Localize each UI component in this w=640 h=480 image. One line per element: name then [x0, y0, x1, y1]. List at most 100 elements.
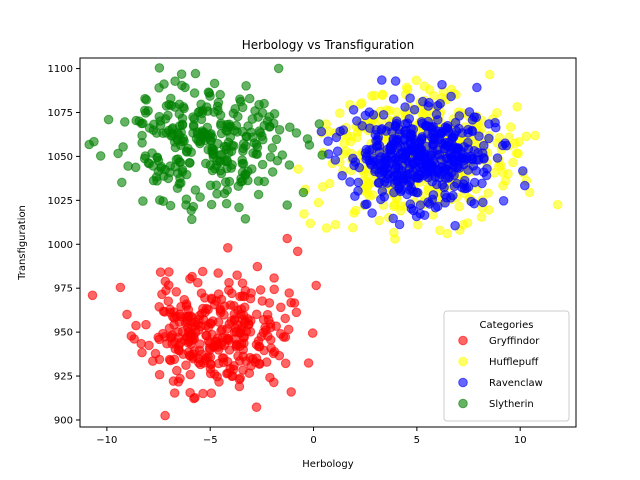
- data-point: [229, 361, 239, 371]
- data-point: [291, 307, 302, 318]
- data-point: [277, 150, 288, 160]
- data-point: [141, 95, 152, 105]
- data-point: [219, 141, 230, 152]
- data-point: [158, 196, 168, 206]
- data-point: [258, 134, 268, 145]
- data-point: [233, 181, 244, 191]
- data-point: [492, 153, 503, 163]
- data-point: [147, 148, 157, 158]
- data-point: [141, 319, 151, 330]
- data-point: [206, 318, 216, 329]
- legend: Categories Gryffindor Hufflepuff Ravenclaw…: [443, 310, 570, 422]
- data-point: [305, 218, 316, 229]
- data-point: [166, 100, 177, 111]
- y-tick-label: 1000: [48, 240, 73, 251]
- data-point: [271, 134, 282, 145]
- data-point: [337, 170, 348, 181]
- legend-marker-ravenclaw: [458, 377, 468, 388]
- data-point: [413, 219, 423, 230]
- data-point: [399, 173, 409, 184]
- data-point: [222, 333, 232, 344]
- data-point: [137, 347, 147, 358]
- data-point: [195, 339, 205, 349]
- data-point: [479, 140, 489, 151]
- data-point: [123, 161, 133, 171]
- data-point: [469, 146, 480, 156]
- x-tick-label: 5: [414, 435, 420, 446]
- data-point: [280, 313, 291, 324]
- data-point: [399, 134, 410, 145]
- data-point: [500, 138, 510, 148]
- data-point: [269, 284, 280, 295]
- data-point: [423, 154, 434, 164]
- data-point: [175, 373, 185, 384]
- data-point: [253, 176, 264, 186]
- data-point: [405, 93, 415, 103]
- data-point: [492, 108, 502, 118]
- data-point: [139, 153, 150, 164]
- data-point: [379, 163, 390, 173]
- data-point: [323, 136, 333, 146]
- data-point: [165, 200, 176, 211]
- data-point: [224, 345, 235, 355]
- data-point: [269, 273, 279, 283]
- data-point: [377, 89, 388, 100]
- data-point: [166, 131, 177, 141]
- data-point: [520, 180, 530, 191]
- data-point: [390, 76, 401, 86]
- data-point: [224, 119, 235, 130]
- data-point: [205, 180, 216, 191]
- data-point: [521, 131, 532, 142]
- data-point: [450, 220, 460, 231]
- x-tick-label: −5: [203, 435, 218, 446]
- data-point: [274, 125, 285, 135]
- data-point: [274, 350, 285, 361]
- data-point: [257, 108, 268, 118]
- data-point: [238, 143, 248, 154]
- data-point: [467, 154, 478, 165]
- data-point: [345, 177, 355, 187]
- data-point: [207, 294, 217, 305]
- legend-label-slytherin: Slytherin: [489, 399, 534, 410]
- data-point: [239, 302, 250, 313]
- data-point: [131, 320, 141, 331]
- data-point: [291, 128, 302, 138]
- y-tick-label: 1050: [48, 152, 73, 163]
- legend-label-gryffindor: Gryffindor: [489, 336, 540, 347]
- data-point: [360, 110, 371, 121]
- data-point: [435, 225, 445, 236]
- data-point: [282, 200, 293, 210]
- data-point: [205, 136, 216, 146]
- data-point: [113, 148, 123, 159]
- data-point: [415, 200, 426, 210]
- data-point: [303, 358, 314, 368]
- data-point: [229, 141, 239, 151]
- data-point: [552, 199, 563, 210]
- data-point: [353, 186, 363, 196]
- data-point: [458, 220, 469, 230]
- data-point: [330, 219, 341, 230]
- series-gryffindor: [87, 233, 322, 421]
- data-point: [385, 142, 396, 152]
- data-point: [190, 68, 201, 79]
- data-point: [269, 377, 279, 388]
- data-point: [512, 102, 523, 112]
- data-point: [213, 268, 223, 278]
- data-point: [196, 114, 207, 125]
- legend-entries: Gryffindor Hufflepuff Ravenclaw Slytherin: [458, 335, 543, 410]
- data-point: [349, 208, 359, 218]
- data-point: [154, 369, 165, 380]
- y-tick-label: 1025: [48, 196, 73, 207]
- data-point: [160, 410, 170, 421]
- data-point: [463, 165, 473, 175]
- data-point: [442, 120, 453, 131]
- data-point: [348, 105, 359, 115]
- data-point: [209, 78, 220, 89]
- data-point: [235, 96, 246, 107]
- data-point: [284, 288, 295, 298]
- data-point: [299, 209, 309, 219]
- data-point: [285, 122, 295, 132]
- data-point: [193, 277, 203, 288]
- points-layer: [84, 63, 563, 421]
- data-point: [459, 142, 469, 152]
